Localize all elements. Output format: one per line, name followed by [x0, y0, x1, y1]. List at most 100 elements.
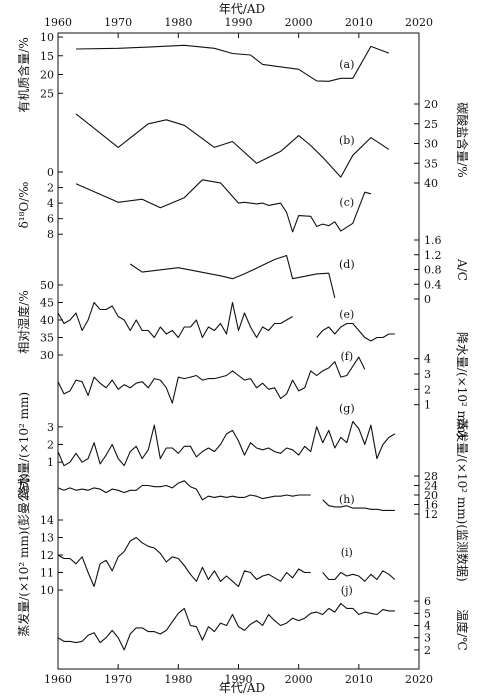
panel-a-ylabel: 有机质含量/%: [16, 37, 31, 112]
panel-e-ytick-label-3: 45: [40, 297, 54, 310]
panel-f-ytick-label-2: 3: [424, 368, 431, 381]
panel-h-series-1-line: [322, 499, 395, 511]
panel-b-ytick-label-2: 30: [424, 138, 438, 151]
panel-a-ytick-label-2: 20: [40, 69, 54, 82]
panel-h-ytick-label-3: 24: [424, 480, 438, 493]
panel-i-series-0-line: [57, 536, 311, 588]
panel-j-ylabel: 温度/℃: [455, 609, 470, 650]
x-tick-label-bottom-6: 2020: [405, 673, 433, 686]
panel-g-ytick-label-2: 3: [47, 421, 54, 434]
panel-e-ytick-label-4: 50: [40, 279, 54, 292]
bottom-x-axis-title: 年代/AD: [219, 681, 265, 695]
panel-e-ytick-label-2: 40: [40, 314, 54, 327]
panel-h-ytick-label-0: 12: [424, 508, 438, 521]
panel-j-ytick-label-3: 5: [424, 607, 431, 620]
panel-d: 0 0.40.8 1.2 1.6 (d) A/C: [129, 234, 469, 306]
panel-a-ytick-label-0: 10: [40, 31, 54, 44]
x-tick-label-top-6: 2020: [405, 16, 433, 29]
plot-frame: [57, 32, 420, 670]
x-tick-label-bottom-2: 1980: [164, 673, 192, 686]
panel-b-ytick-label-3: 35: [424, 157, 438, 170]
panel-d-ytick-label-4: 1.6: [424, 234, 442, 247]
panel-e-ytick-label-1: 35: [40, 332, 54, 345]
panel-i-ytick-label-1: 11: [40, 567, 54, 580]
x-tick-label-bottom-3: 1990: [225, 673, 253, 686]
panel-a-series-0-line: [75, 44, 390, 82]
panel-f: 1 2 3 4 (f) 降水量/(×10² mm): [57, 332, 469, 438]
panel-a-ytick-label-1: 15: [40, 50, 54, 63]
panel-i: 10 11 12 13 14 (i) 蒸发量/(×10² mm)(彭曼公式): [16, 473, 396, 637]
panel-a: 10 15 20 25 (a) 有机质含量/%: [16, 31, 390, 113]
panel-d-ytick-label-3: 1.2: [424, 249, 442, 262]
panel-c-ytick-label-2: 4: [47, 197, 54, 210]
panel-c-ytick-label-0: 0: [47, 166, 54, 179]
x-tick-label-top-0: 1960: [44, 16, 72, 29]
panel-g-label: (g): [339, 402, 355, 415]
panel-i-ytick-label-0: 10: [40, 584, 54, 597]
panel-j-ytick-label-2: 4: [424, 620, 431, 633]
top-x-axis-title: 年代/AD: [219, 2, 265, 16]
panel-h-label: (h): [339, 493, 355, 506]
x-tick-label-bottom-4: 2000: [285, 673, 313, 686]
panel-j-ytick-label-0: 2: [424, 644, 431, 657]
panel-g: 1 2 3 (g) 降水量/(×10² mm): [17, 392, 396, 498]
panel-d-label: (d): [339, 258, 355, 271]
panel-f-ytick-label-0: 1: [424, 399, 431, 412]
x-tick-label-bottom-1: 1970: [104, 673, 132, 686]
panel-e: 30 35 40 45 50 (e) 相对湿度/%: [16, 279, 395, 362]
panel-c-ytick-label-4: 8: [47, 228, 54, 241]
panel-h-ytick-label-4: 28: [424, 470, 438, 483]
panel-i-series-1-line: [322, 570, 396, 582]
panel-j-ytick-label-4: 6: [424, 595, 431, 608]
panel-j-series-0-line: [57, 602, 395, 651]
x-tick-label-top-4: 2000: [285, 16, 313, 29]
panel-b: 20 25 30 35 40 (b) 碳酸盐含量/%: [75, 98, 470, 190]
panel-d-ylabel: A/C: [455, 258, 469, 281]
panel-b-ytick-label-4: 40: [424, 177, 438, 190]
panel-d-ytick-label-0: 0: [424, 293, 431, 306]
panel-e-ylabel: 相对湿度/%: [16, 290, 31, 353]
panel-f-ytick-label-3: 4: [424, 353, 431, 366]
panel-e-series-0-line: [57, 301, 293, 339]
panel-h-ytick-label-1: 16: [424, 499, 438, 512]
panel-c: 0 2 4 6 8 (c) δ¹⁸O/‰: [17, 166, 372, 241]
panel-i-ylabel: 蒸发量/(×10² mm)(彭曼公式): [16, 473, 31, 636]
panel-g-series-0-line: [57, 420, 396, 467]
panel-i-label: (i): [341, 546, 353, 559]
panel-a-ytick-label-3: 25: [40, 87, 54, 100]
panel-e-label: (e): [339, 308, 354, 321]
panel-f-ytick-label-1: 2: [424, 383, 431, 396]
panel-c-ytick-label-1: 2: [47, 182, 54, 195]
panel-b-label: (b): [339, 134, 355, 147]
panel-c-series-0-line: [75, 179, 372, 233]
x-tick-label-top-1: 1970: [104, 16, 132, 29]
panel-d-ytick-label-2: 0.8: [424, 264, 442, 277]
panel-g-ytick-label-1: 2: [47, 439, 54, 452]
x-tick-label-top-2: 1980: [164, 16, 192, 29]
panel-b-ytick-label-1: 25: [424, 118, 438, 131]
panel-f-series-0-line: [57, 356, 366, 404]
panel-f-label: (f): [340, 350, 353, 363]
panel-e-ytick-label-0: 30: [40, 349, 54, 362]
panel-i-ytick-label-3: 13: [40, 532, 54, 545]
panel-h-series-0-line: [57, 480, 311, 501]
panel-c-ytick-label-3: 6: [47, 213, 54, 226]
x-tick-label-top-5: 2010: [345, 16, 373, 29]
panel-d-series-0-line: [129, 254, 336, 299]
x-tick-label-top-3: 1990: [225, 16, 253, 29]
panel-e-series-1-line: [316, 322, 395, 342]
panel-j-ytick-label-1: 3: [424, 632, 431, 645]
panel-f-ylabel: 降水量/(×10² mm): [455, 332, 469, 438]
panel-h-ytick-label-2: 20: [424, 489, 438, 502]
panel-j-label: (j): [341, 584, 353, 597]
panel-c-label: (c): [339, 196, 354, 209]
x-tick-label-bottom-0: 1960: [44, 673, 72, 686]
panel-c-ylabel: δ¹⁸O/‰: [17, 182, 31, 229]
panel-g-ylabel: 降水量/(×10² mm): [17, 392, 31, 498]
x-tick-label-bottom-5: 2010: [345, 673, 373, 686]
panel-a-label: (a): [339, 58, 354, 71]
